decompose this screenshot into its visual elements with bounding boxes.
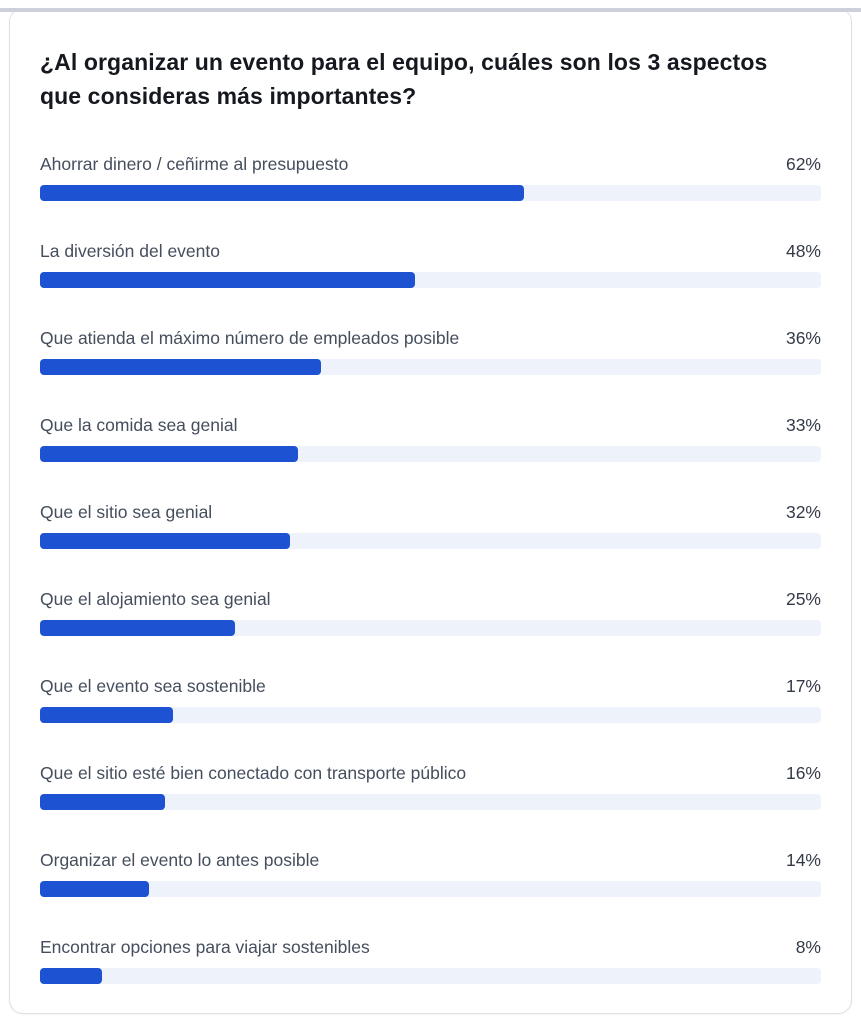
result-row: Que el evento sea sostenible 17% [40, 675, 821, 723]
bar-track [40, 881, 821, 897]
bar-track [40, 272, 821, 288]
option-label: Encontrar opciones para viajar sostenibl… [40, 937, 370, 957]
option-percentage: 25% [785, 589, 821, 609]
result-row: Que atienda el máximo número de empleado… [40, 327, 821, 375]
bar-fill [40, 272, 415, 288]
option-label: Que atienda el máximo número de empleado… [40, 328, 460, 348]
result-row-header: Organizar el evento lo antes posible 14% [40, 849, 821, 871]
option-label: Que el sitio esté bien conectado con tra… [40, 763, 467, 783]
survey-question-title: ¿Al organizar un evento para el equipo, … [40, 49, 768, 109]
bar-fill [40, 533, 290, 549]
window-top-edge [0, 8, 861, 12]
bar-fill [40, 881, 150, 897]
option-percentage: 48% [785, 241, 821, 261]
result-row: Organizar el evento lo antes posible 14% [40, 849, 821, 897]
result-row-header: Que el sitio sea genial 32% [40, 501, 821, 523]
bar-track [40, 185, 821, 201]
option-percentage: 33% [785, 415, 821, 435]
option-percentage: 62% [785, 154, 821, 174]
option-label: Ahorrar dinero / ceñirme al presupuesto [40, 154, 349, 174]
bar-fill [40, 185, 525, 201]
option-label: Que el sitio sea genial [40, 502, 213, 522]
result-row: Que el sitio esté bien conectado con tra… [40, 762, 821, 810]
bar-track [40, 533, 821, 549]
bar-fill [40, 794, 165, 810]
option-label: La diversión del evento [40, 241, 220, 261]
bar-fill [40, 707, 173, 723]
results-list: Ahorrar dinero / ceñirme al presupuesto … [40, 153, 821, 984]
option-label: Que la comida sea genial [40, 415, 238, 435]
bar-fill [40, 446, 298, 462]
bar-track [40, 620, 821, 636]
bar-track [40, 794, 821, 810]
result-row-header: Que el sitio esté bien conectado con tra… [40, 762, 821, 784]
result-row-header: Que atienda el máximo número de empleado… [40, 327, 821, 349]
result-row-header: Que el evento sea sostenible 17% [40, 675, 821, 697]
option-label: Organizar el evento lo antes posible [40, 850, 320, 870]
option-percentage: 14% [785, 850, 821, 870]
option-percentage: 36% [785, 328, 821, 348]
option-percentage: 32% [785, 502, 821, 522]
result-row-header: Encontrar opciones para viajar sostenibl… [40, 936, 821, 958]
bar-fill [40, 968, 103, 984]
option-percentage: 16% [785, 763, 821, 783]
option-percentage: 8% [795, 937, 821, 957]
result-row: Que la comida sea genial 33% [40, 414, 821, 462]
result-row: Encontrar opciones para viajar sostenibl… [40, 936, 821, 984]
bar-track [40, 707, 821, 723]
bar-track [40, 446, 821, 462]
bar-track [40, 968, 821, 984]
result-row-header: La diversión del evento 48% [40, 240, 821, 262]
bar-track [40, 359, 821, 375]
result-row: Que el sitio sea genial 32% [40, 501, 821, 549]
result-row: Ahorrar dinero / ceñirme al presupuesto … [40, 153, 821, 201]
bar-fill [40, 620, 236, 636]
result-row: Que el alojamiento sea genial 25% [40, 588, 821, 636]
option-label: Que el alojamiento sea genial [40, 589, 271, 609]
result-row-header: Que el alojamiento sea genial 25% [40, 588, 821, 610]
survey-results-card: ¿Al organizar un evento para el equipo, … [9, 8, 852, 1014]
bar-fill [40, 359, 322, 375]
result-row: La diversión del evento 48% [40, 240, 821, 288]
result-row-header: Que la comida sea genial 33% [40, 414, 821, 436]
option-percentage: 17% [785, 676, 821, 696]
result-row-header: Ahorrar dinero / ceñirme al presupuesto … [40, 153, 821, 175]
option-label: Que el evento sea sostenible [40, 676, 266, 696]
